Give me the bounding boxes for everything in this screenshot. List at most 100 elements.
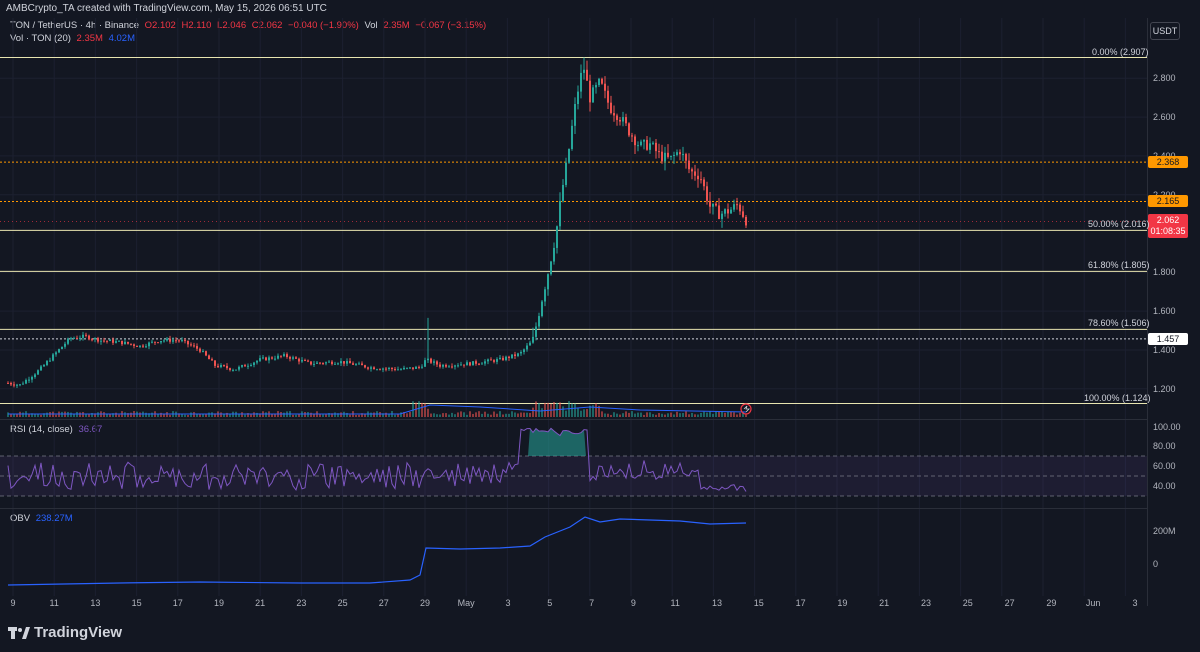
candle-body [718,205,720,219]
volume-bar [124,412,126,417]
tradingview-logo[interactable]: TradingView [8,624,122,641]
fib-level-label: 50.00% (2.016) [1088,219,1150,230]
volume-bar [523,412,525,417]
candle-body [334,363,336,365]
obv-axis-label: 0 [1153,559,1159,569]
volume-bar [709,411,711,417]
candlestick-chart[interactable] [0,0,1147,610]
candle-body [250,364,252,366]
rsi-line [7,427,747,492]
candle-body [700,179,702,181]
symbol-name[interactable]: TON / TetherUS · 4h · Binance [10,20,140,31]
volume-bar [724,412,726,417]
volume-bar [673,414,675,417]
candle-body [730,209,732,214]
volume-bar [637,412,639,417]
pane-separator-obv[interactable] [0,508,1147,509]
candle-body [97,338,99,342]
candle-body [670,155,672,157]
pane-separator-rsi[interactable] [0,419,1147,420]
volume-bar [694,414,696,417]
time-axis-label: 27 [378,598,389,608]
volume-bar [85,414,87,417]
volume-bar [676,411,678,417]
candle-body [679,152,681,155]
candle-body [265,357,267,361]
volume-bar [211,412,213,417]
candle-body [193,345,195,347]
volume-bar [115,412,117,417]
time-axis-label: 29 [419,598,431,608]
candle-body [598,78,600,86]
volume-bar [193,412,195,417]
candle-body [295,357,297,359]
time-axis-label: May [457,598,475,608]
candle-body [466,362,468,366]
candle-body [61,346,63,350]
price-axis[interactable] [1147,18,1200,606]
candle-body [391,367,393,369]
currency-button[interactable]: USDT [1150,22,1180,40]
volume-bar [463,412,465,417]
volume-bar [418,401,420,417]
volume-bar [466,414,468,417]
volume-bar [628,412,630,417]
volume-bar [517,413,519,417]
time-axis-label: 21 [879,598,890,608]
candle-body [46,361,48,366]
rsi-indicator-name[interactable]: RSI (14, close) [10,424,73,435]
volume-bar [349,414,351,417]
candle-body [169,338,171,342]
volume-bar [22,412,24,417]
legend-low: L2.046 [217,20,247,31]
volume-bar [283,412,285,417]
volume-bar [241,412,243,417]
price-axis-label: 1.600 [1153,306,1176,317]
candle-body [136,345,138,347]
rsi-axis-label: 40.00 [1153,481,1176,491]
volume-bar [79,412,81,417]
volume-indicator-name[interactable]: Vol · TON (20) [10,33,71,44]
candle-body [655,142,657,152]
volume-bar [535,401,537,417]
volume-bar [745,414,747,417]
volume-bar [607,413,609,417]
candle-body [562,184,564,202]
volume-bar [691,412,693,417]
candle-body [22,383,24,385]
volume-bar [70,412,72,417]
volume-bar [250,414,252,417]
volume-bar [406,413,408,417]
candle-body [739,204,741,212]
volume-bar [601,411,603,417]
volume-bar [727,411,729,417]
candle-body [103,340,105,342]
candle-body [76,337,78,339]
obv-line [7,516,747,586]
obv-indicator-name[interactable]: OBV [10,513,31,524]
volume-bar [529,412,531,417]
candle-body [412,367,414,369]
volume-bar [298,414,300,417]
candle-body [244,365,246,367]
candle-body [577,91,579,105]
candle-body [388,367,390,369]
volume-bar [13,414,15,417]
candle-body [403,367,405,370]
price-axis-label: 1.400 [1153,344,1176,355]
candle-body [481,363,483,365]
price-axis-label: 2.600 [1153,112,1176,123]
volume-bar [181,413,183,417]
volume-bar [706,412,708,417]
time-axis-label: 13 [711,598,723,608]
volume-bar [427,408,429,417]
candle-body [235,369,237,371]
volume-bar [400,412,402,417]
candle-body [325,362,327,364]
candle-body [310,361,312,365]
candle-body [508,356,510,358]
volume-bar [667,413,669,417]
candle-body [490,359,492,361]
candle-body [571,125,573,149]
time-axis-label: 25 [337,598,348,608]
